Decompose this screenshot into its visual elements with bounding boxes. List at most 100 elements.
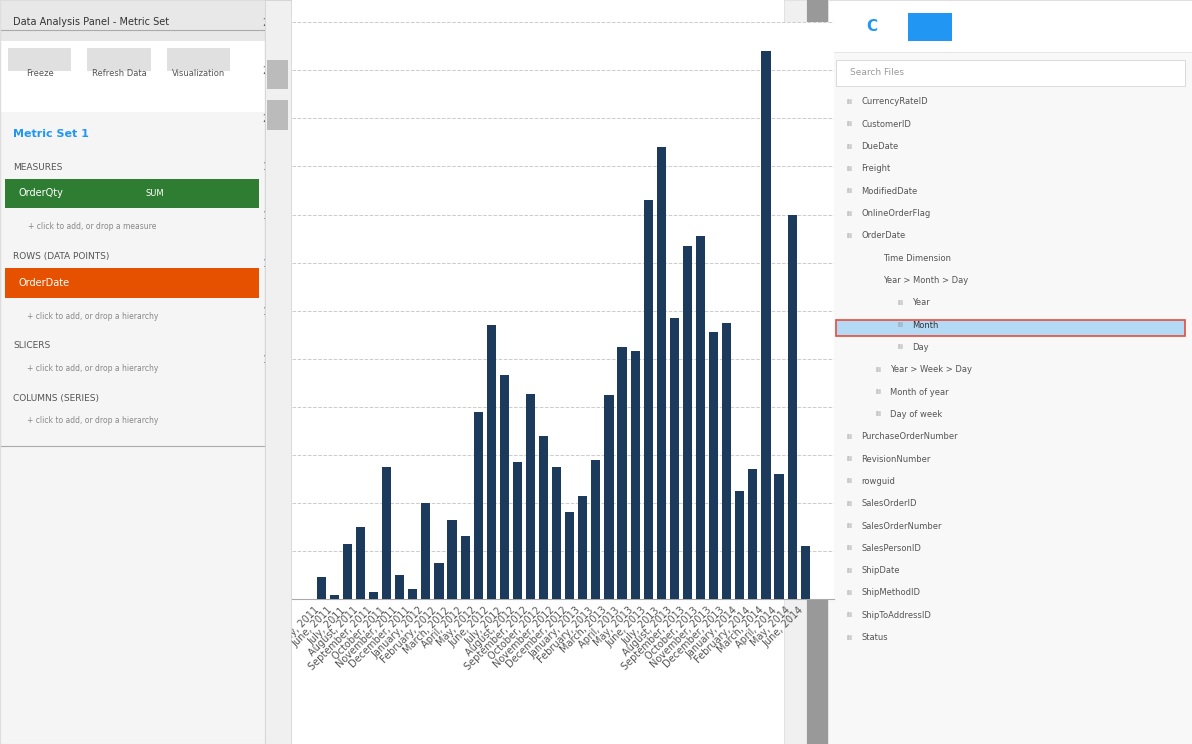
Bar [552,466,561,599]
Bar [317,577,325,599]
Text: ShipToAddressID: ShipToAddressID [861,611,931,620]
Bar [722,323,731,599]
Bar [539,435,548,599]
Bar [631,351,640,599]
Text: Month: Month [912,321,938,330]
Bar [0,30,265,446]
Bar [709,333,719,599]
Text: OnlineOrderFlag: OnlineOrderFlag [861,209,931,218]
Text: COLUMNS (SERIES): COLUMNS (SERIES) [13,394,99,403]
Bar [473,411,483,599]
Text: Time Dimension: Time Dimension [883,254,951,263]
Text: SalesPersonID: SalesPersonID [861,544,921,553]
Text: SLICERS: SLICERS [13,341,50,350]
Text: C: C [867,19,877,33]
Text: iii: iii [846,434,852,440]
Bar [343,544,352,599]
Text: iii: iii [846,478,852,484]
Bar [0,0,265,41]
Text: iii: iii [846,99,852,105]
Text: iii: iii [876,389,882,395]
Bar [836,320,1185,336]
Bar [5,268,260,298]
Text: iii: iii [846,501,852,507]
Bar [447,519,457,599]
Text: EXPLORE: EXPLORE [813,350,822,394]
Text: iii: iii [846,456,852,462]
Text: + click to add, or drop a hierarchy: + click to add, or drop a hierarchy [27,364,159,373]
Bar [591,460,601,599]
Text: iii: iii [846,121,852,127]
Text: OrderDate: OrderDate [19,278,69,288]
Text: iii: iii [846,590,852,596]
Text: SalesOrderID: SalesOrderID [861,499,917,508]
Text: + click to add, or drop a hierarchy: + click to add, or drop a hierarchy [27,416,159,425]
Text: PurchaseOrderNumber: PurchaseOrderNumber [861,432,958,441]
Bar [565,513,575,599]
Text: iii: iii [898,300,904,306]
Text: SalesOrderNumber: SalesOrderNumber [861,522,942,530]
Bar [499,376,509,599]
Text: Freeze: Freeze [26,69,54,78]
Bar [749,469,757,599]
Text: Year > Week > Day: Year > Week > Day [890,365,973,374]
Bar [788,214,796,599]
Text: DueDate: DueDate [861,142,899,151]
Text: PROPERTIES: PROPERTIES [790,342,800,402]
Text: ModifiedDate: ModifiedDate [861,187,918,196]
Bar [617,347,627,599]
Bar [735,491,744,599]
Bar [267,100,288,130]
Text: + click to add, or drop a hierarchy: + click to add, or drop a hierarchy [27,312,159,321]
Text: Month of year: Month of year [890,388,949,397]
Text: Data Analysis Panel - Metric Set: Data Analysis Panel - Metric Set [13,17,169,28]
Text: Visualization: Visualization [172,69,225,78]
Bar [828,0,1192,52]
Text: iii: iii [898,322,904,328]
Text: iii: iii [846,523,852,529]
Bar [801,546,809,599]
Bar [356,527,365,599]
Bar [5,179,260,208]
Bar [396,575,404,599]
Bar [604,395,614,599]
Text: iii: iii [846,144,852,150]
Bar [526,394,535,599]
Bar [657,147,666,599]
Bar [460,536,470,599]
Bar [775,474,783,599]
Text: SUM: SUM [145,189,164,198]
Text: Day of week: Day of week [890,410,943,419]
Bar [408,589,417,599]
Bar [167,48,230,71]
Text: iii: iii [846,612,852,618]
Text: OrderDate: OrderDate [861,231,906,240]
Text: Status: Status [861,633,888,642]
Text: OrderQty: OrderQty [19,188,63,199]
Text: CustomerID: CustomerID [861,120,911,129]
Text: Search Files: Search Files [850,68,905,77]
Text: Year: Year [912,298,930,307]
Text: Refresh Data: Refresh Data [92,69,147,78]
Bar [762,51,770,599]
Bar [836,60,1185,86]
Text: Day: Day [912,343,929,352]
Bar [370,591,378,599]
Bar [670,318,679,599]
Text: Year > Month > Day: Year > Month > Day [883,276,968,285]
Text: rowguid: rowguid [861,477,895,486]
Text: ROWS (DATA POINTS): ROWS (DATA POINTS) [13,252,110,261]
Bar [330,595,339,599]
Bar [513,462,522,599]
Text: iii: iii [898,344,904,350]
Bar [696,236,706,599]
Bar [434,563,443,599]
Text: RevisionNumber: RevisionNumber [861,455,931,464]
Text: Freight: Freight [861,164,890,173]
Bar [0,41,265,112]
Text: iii: iii [846,568,852,574]
Bar [644,200,653,599]
Text: ShipMethodID: ShipMethodID [861,589,920,597]
Bar [908,13,952,41]
Text: iii: iii [846,166,852,172]
